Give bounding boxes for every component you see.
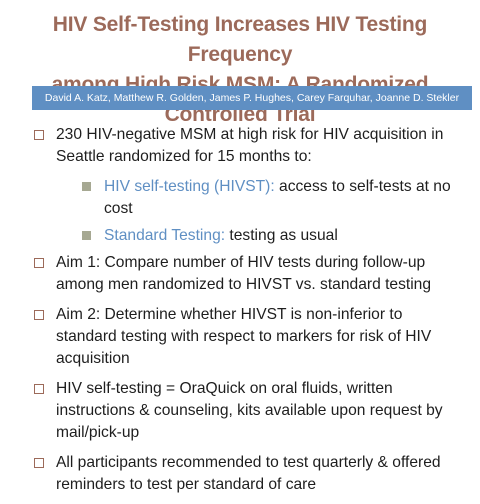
bullet-text: Aim 2: Determine whether HIVST is non-in…: [56, 306, 432, 367]
square-bullet-icon: [34, 310, 44, 320]
bullet-item: 230 HIV-negative MSM at high risk for HI…: [34, 124, 464, 168]
bullet-list: 230 HIV-negative MSM at high risk for HI…: [34, 124, 464, 504]
square-bullet-icon: [34, 130, 44, 140]
sub-bullet-item: HIV self-testing (HIVST): access to self…: [82, 176, 464, 220]
authors-bar: David A. Katz, Matthew R. Golden, James …: [32, 86, 472, 110]
bullet-item: HIV self-testing = OraQuick on oral flui…: [34, 378, 464, 444]
bullet-text: All participants recommended to test qua…: [56, 454, 441, 493]
sub-bullet-text: testing as usual: [225, 227, 338, 244]
square-bullet-icon: [34, 384, 44, 394]
sub-bullet-text: access to self-tests at no cost: [104, 178, 451, 217]
sub-bullet-item: Standard Testing: testing as usual: [82, 225, 464, 247]
filled-square-bullet-icon: [82, 231, 91, 240]
bullet-item: Aim 1: Compare number of HIV tests durin…: [34, 252, 464, 296]
sub-bullet-label: Standard Testing:: [104, 227, 226, 244]
bullet-text: 230 HIV-negative MSM at high risk for HI…: [56, 126, 444, 165]
sub-bullet-label: HIV self-testing (HIVST):: [104, 178, 275, 195]
bullet-text: HIV self-testing = OraQuick on oral flui…: [56, 380, 443, 441]
slide-title: HIV Self-Testing Increases HIV Testing F…: [0, 10, 480, 130]
bullet-item: Aim 2: Determine whether HIVST is non-in…: [34, 304, 464, 370]
title-line-1: HIV Self-Testing Increases HIV Testing F…: [52, 13, 428, 66]
bullet-item: All participants recommended to test qua…: [34, 452, 464, 496]
square-bullet-icon: [34, 458, 44, 468]
square-bullet-icon: [34, 258, 44, 268]
sub-bullet-list: HIV self-testing (HIVST): access to self…: [82, 176, 464, 247]
bullet-text: Aim 1: Compare number of HIV tests durin…: [56, 254, 432, 293]
filled-square-bullet-icon: [82, 182, 91, 191]
